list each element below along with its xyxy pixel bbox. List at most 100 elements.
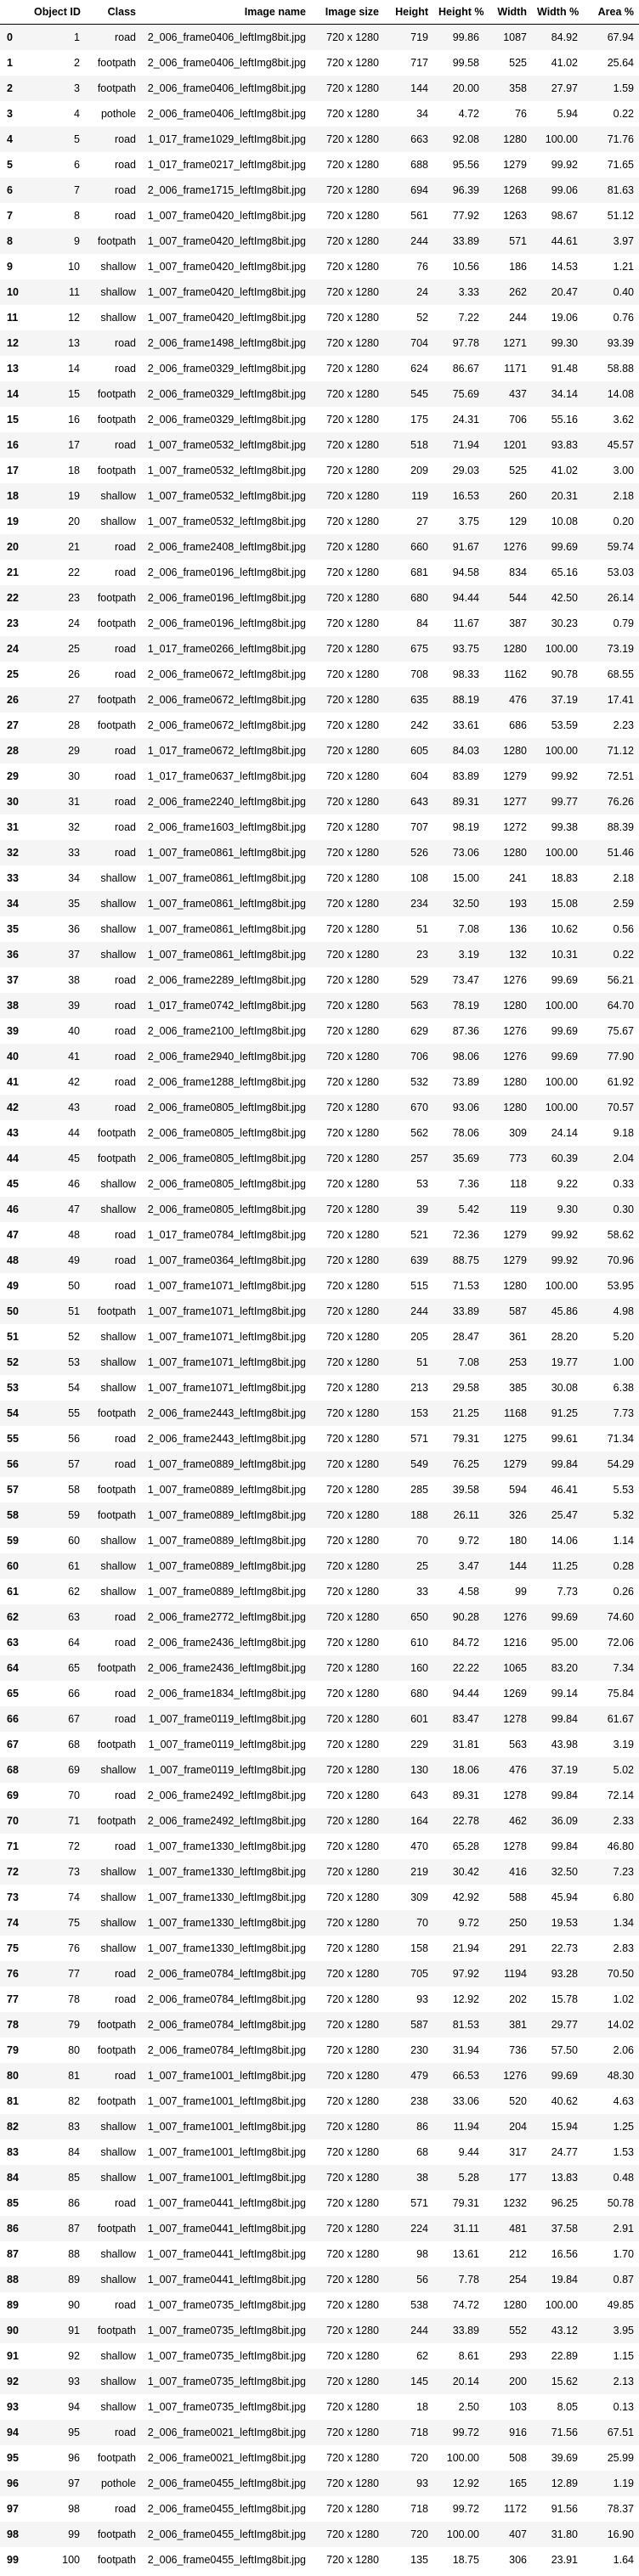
- area-pct-cell: 46.80: [583, 1834, 639, 1859]
- image-size-cell: 720 x 1280: [311, 1783, 384, 1808]
- width-cell: 1279: [484, 764, 532, 789]
- image-name-cell: 2_006_frame0784_leftImg8bit.jpg: [141, 2038, 311, 2063]
- width-cell: 1276: [484, 1018, 532, 1044]
- width-cell: 293: [484, 2343, 532, 2369]
- height-cell: 24: [384, 279, 433, 305]
- area-pct-cell: 59.74: [583, 534, 639, 560]
- width-pct-cell: 98.67: [532, 203, 583, 228]
- object-id-cell: 3: [29, 76, 85, 101]
- width-cell: 587: [484, 1299, 532, 1324]
- image-name-cell: 2_006_frame2940_leftImg8bit.jpg: [141, 1044, 311, 1069]
- header-image-name: Image name: [141, 0, 311, 25]
- table-row: 90 91 footpath 1_007_frame0735_leftImg8bit.…: [0, 2318, 639, 2343]
- class-cell: road: [85, 534, 141, 560]
- height-cell: 707: [384, 815, 433, 840]
- width-cell: 686: [484, 713, 532, 738]
- image-size-cell: 720 x 1280: [311, 1375, 384, 1401]
- image-name-cell: 1_007_frame0889_leftImg8bit.jpg: [141, 1502, 311, 1528]
- image-size-cell: 720 x 1280: [311, 2394, 384, 2420]
- row-index: 2: [0, 76, 29, 101]
- image-name-cell: 2_006_frame0784_leftImg8bit.jpg: [141, 1961, 311, 1987]
- height-cell: 532: [384, 1069, 433, 1095]
- width-cell: 1280: [484, 1095, 532, 1120]
- row-index: 62: [0, 1604, 29, 1630]
- table-row: 89 90 road 1_007_frame0735_leftImg8bit.jpg 7…: [0, 2292, 639, 2318]
- table-header: Object ID Class Image name Image size He…: [0, 0, 639, 25]
- row-index: 22: [0, 585, 29, 611]
- image-name-cell: 1_017_frame0637_leftImg8bit.jpg: [141, 764, 311, 789]
- image-name-cell: 2_006_frame0672_leftImg8bit.jpg: [141, 713, 311, 738]
- class-cell: shallow: [85, 865, 141, 891]
- row-index: 9: [0, 254, 29, 279]
- table-row: 83 84 shallow 1_007_frame1001_leftImg8bit.j…: [0, 2139, 639, 2165]
- table-row: 26 27 footpath 2_006_frame0672_leftImg8bit.…: [0, 687, 639, 713]
- height-pct-cell: 83.89: [433, 764, 484, 789]
- width-cell: 1216: [484, 1630, 532, 1655]
- height-cell: 675: [384, 636, 433, 662]
- image-name-cell: 1_007_frame0861_leftImg8bit.jpg: [141, 865, 311, 891]
- image-name-cell: 2_006_frame0805_leftImg8bit.jpg: [141, 1171, 311, 1197]
- height-cell: 719: [384, 24, 433, 50]
- width-pct-cell: 99.69: [532, 1018, 583, 1044]
- width-pct-cell: 100.00: [532, 1273, 583, 1299]
- height-pct-cell: 99.72: [433, 2420, 484, 2445]
- class-cell: footpath: [85, 585, 141, 611]
- image-name-cell: 2_006_frame0406_leftImg8bit.jpg: [141, 76, 311, 101]
- image-name-cell: 1_007_frame0441_leftImg8bit.jpg: [141, 2190, 311, 2216]
- object-id-cell: 11: [29, 279, 85, 305]
- class-cell: road: [85, 1604, 141, 1630]
- width-cell: 563: [484, 1732, 532, 1757]
- width-pct-cell: 19.06: [532, 305, 583, 330]
- class-cell: footpath: [85, 381, 141, 407]
- table-row: 76 77 road 2_006_frame0784_leftImg8bit.jpg 7…: [0, 1961, 639, 1987]
- image-name-cell: 1_007_frame0889_leftImg8bit.jpg: [141, 1553, 311, 1579]
- image-size-cell: 720 x 1280: [311, 967, 384, 993]
- image-size-cell: 720 x 1280: [311, 24, 384, 50]
- area-pct-cell: 7.34: [583, 1655, 639, 1681]
- image-name-cell: 2_006_frame0805_leftImg8bit.jpg: [141, 1197, 311, 1222]
- row-index: 60: [0, 1553, 29, 1579]
- class-cell: footpath: [85, 2038, 141, 2063]
- width-pct-cell: 91.25: [532, 1401, 583, 1426]
- area-pct-cell: 0.33: [583, 1171, 639, 1197]
- table-row: 69 70 road 2_006_frame2492_leftImg8bit.jpg 7…: [0, 1783, 639, 1808]
- area-pct-cell: 53.03: [583, 560, 639, 585]
- width-pct-cell: 14.06: [532, 1528, 583, 1553]
- image-name-cell: 1_007_frame1330_leftImg8bit.jpg: [141, 1885, 311, 1910]
- width-cell: 1280: [484, 1273, 532, 1299]
- height-pct-cell: 10.56: [433, 254, 484, 279]
- height-cell: 244: [384, 2318, 433, 2343]
- height-cell: 70: [384, 1910, 433, 1936]
- width-cell: 326: [484, 1502, 532, 1528]
- area-pct-cell: 49.85: [583, 2292, 639, 2318]
- height-cell: 135: [384, 2547, 433, 2573]
- class-cell: road: [85, 789, 141, 815]
- image-name-cell: 1_007_frame1330_leftImg8bit.jpg: [141, 1834, 311, 1859]
- image-name-cell: 2_006_frame0196_leftImg8bit.jpg: [141, 611, 311, 636]
- width-cell: 1168: [484, 1401, 532, 1426]
- height-pct-cell: 5.28: [433, 2165, 484, 2190]
- row-index: 88: [0, 2267, 29, 2292]
- object-id-cell: 5: [29, 127, 85, 152]
- area-pct-cell: 2.23: [583, 713, 639, 738]
- object-id-cell: 65: [29, 1655, 85, 1681]
- object-id-cell: 88: [29, 2241, 85, 2267]
- row-index: 47: [0, 1222, 29, 1248]
- width-pct-cell: 84.92: [532, 24, 583, 50]
- table-row: 61 62 shallow 1_007_frame0889_leftImg8bit.j…: [0, 1579, 639, 1604]
- class-cell: shallow: [85, 1375, 141, 1401]
- area-pct-cell: 51.12: [583, 203, 639, 228]
- area-pct-cell: 25.64: [583, 50, 639, 76]
- width-cell: 250: [484, 1910, 532, 1936]
- object-id-cell: 37: [29, 942, 85, 967]
- row-index: 35: [0, 916, 29, 942]
- table-row: 56 57 road 1_007_frame0889_leftImg8bit.jpg 7…: [0, 1451, 639, 1477]
- height-pct-cell: 78.06: [433, 1120, 484, 1146]
- image-size-cell: 720 x 1280: [311, 330, 384, 356]
- height-pct-cell: 11.94: [433, 2114, 484, 2139]
- class-cell: shallow: [85, 942, 141, 967]
- object-id-cell: 27: [29, 687, 85, 713]
- row-index: 37: [0, 967, 29, 993]
- height-cell: 720: [384, 2445, 433, 2471]
- row-index: 0: [0, 24, 29, 50]
